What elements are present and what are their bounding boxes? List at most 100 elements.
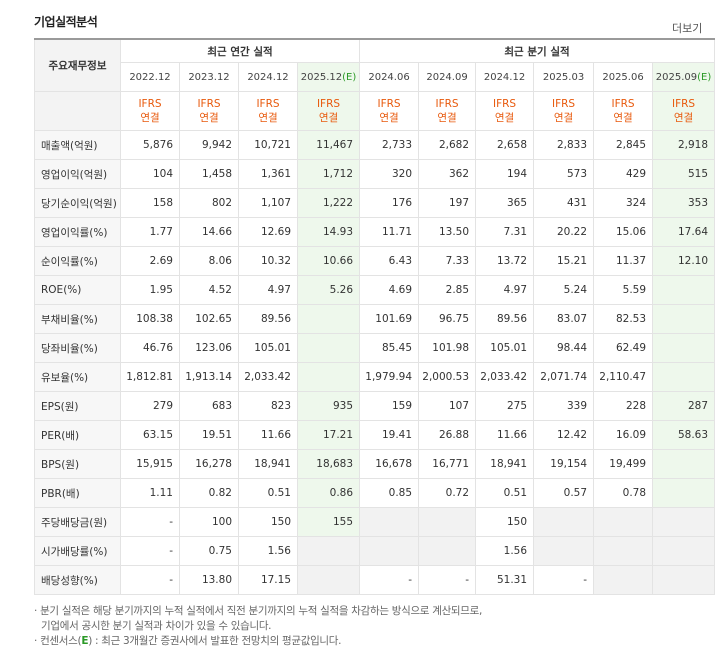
table-cell xyxy=(593,507,654,537)
table-cell: - xyxy=(120,536,180,566)
row-label: PER(배) xyxy=(34,420,121,450)
table-cell: 15.06 xyxy=(593,217,654,247)
table-cell: 362 xyxy=(418,159,477,189)
table-cell: 105.01 xyxy=(475,333,535,363)
table-cell: 18,683 xyxy=(296,449,361,479)
table-cell xyxy=(652,333,716,363)
table-cell: 104 xyxy=(120,159,180,189)
table-cell: 2,071.74 xyxy=(533,362,595,392)
period-label: 2025.06 xyxy=(602,71,644,83)
table-cell: 1,361 xyxy=(238,159,298,189)
table-cell: 10.32 xyxy=(238,246,298,276)
table-row: BPS(원) 15,915 16,278 18,941 18,683 16,678 16,7… xyxy=(34,449,716,479)
table-cell: 197 xyxy=(418,188,477,218)
table-cell: 96.75 xyxy=(418,304,477,334)
table-cell: 158 xyxy=(120,188,180,218)
ifrs-label: IFRS 연결 xyxy=(179,91,239,131)
table-cell: 20.22 xyxy=(533,217,595,247)
table-cell: 8.06 xyxy=(179,246,239,276)
table-cell: 0.51 xyxy=(475,478,535,508)
table-cell: 17.21 xyxy=(296,420,361,450)
table-cell: 2,918 xyxy=(652,130,716,160)
row-label: 영업이익률(%) xyxy=(34,217,121,247)
table-cell: 1.56 xyxy=(238,536,298,566)
table-cell: 1,458 xyxy=(179,159,239,189)
table-row: 순이익률(%) 2.69 8.06 10.32 10.66 6.43 7.33 13.72 15… xyxy=(34,246,716,276)
period-header: 2025.06 xyxy=(593,62,654,92)
table-cell: 15.21 xyxy=(533,246,595,276)
table-cell: 63.15 xyxy=(120,420,180,450)
row-label: PBR(배) xyxy=(34,478,121,508)
table-cell: 17.15 xyxy=(238,565,298,595)
table-cell: 4.52 xyxy=(179,275,239,305)
period-label: 2024.12 xyxy=(247,71,289,83)
table-row: PER(배) 63.15 19.51 11.66 17.21 19.41 26.88 11.6… xyxy=(34,420,716,450)
table-cell: 10,721 xyxy=(238,130,298,160)
table-cell: 4.97 xyxy=(475,275,535,305)
table-cell: 62.49 xyxy=(593,333,654,363)
table-row: PBR(배) 1.11 0.82 0.51 0.86 0.85 0.72 0.51 0.57 0.… xyxy=(34,478,716,508)
table-cell xyxy=(593,536,654,566)
table-cell: 14.93 xyxy=(296,217,361,247)
note-consensus-suffix: ) : 최근 3개월간 증권사에서 발표한 전망치의 평균값입니다. xyxy=(88,635,342,647)
row-label: ROE(%) xyxy=(34,275,121,305)
ifrs-label: IFRS 연결 xyxy=(593,91,654,131)
table-cell: 19,154 xyxy=(533,449,595,479)
period-header: 2025.09(E) xyxy=(652,62,716,92)
ifrs-label: IFRS 연결 xyxy=(652,91,716,131)
table-cell: 1.11 xyxy=(120,478,180,508)
table-cell: 2,658 xyxy=(475,130,535,160)
table-cell: 89.56 xyxy=(475,304,535,334)
table-cell xyxy=(296,536,361,566)
period-label: 2024.06 xyxy=(368,71,410,83)
table-cell: 5,876 xyxy=(120,130,180,160)
table-cell: 2,000.53 xyxy=(418,362,477,392)
table-cell: - xyxy=(120,565,180,595)
table-cell: 9,942 xyxy=(179,130,239,160)
table-cell: 105.01 xyxy=(238,333,298,363)
table-cell: 2,845 xyxy=(593,130,654,160)
table-row: 영업이익률(%) 1.77 14.66 12.69 14.93 11.71 13.50 7.3… xyxy=(34,217,716,247)
ifrs-label: IFRS 연결 xyxy=(475,91,535,131)
table-cell: 12.10 xyxy=(652,246,716,276)
table-cell: 101.69 xyxy=(359,304,420,334)
table-cell xyxy=(533,507,595,537)
table-cell: 11.66 xyxy=(238,420,298,450)
table-cell: 26.88 xyxy=(418,420,477,450)
row-label: 영업이익(억원) xyxy=(34,159,121,189)
table-cell: 2.85 xyxy=(418,275,477,305)
table-cell: 58.63 xyxy=(652,420,716,450)
table-cell: 1,913.14 xyxy=(179,362,239,392)
row-label: EPS(원) xyxy=(34,391,121,421)
note-quarterly-cont: 기업에서 공시한 분기 실적과 차이가 있을 수 있습니다. xyxy=(41,620,272,632)
footnotes: · 분기 실적은 해당 분기까지의 누적 실적에서 직전 분기까지의 누적 실적… xyxy=(34,604,482,649)
table-row: 당좌비율(%) 46.76 123.06 105.01 85.45 101.98 105.0… xyxy=(34,333,716,363)
ifrs-label: IFRS 연결 xyxy=(238,91,298,131)
table-cell: 4.69 xyxy=(359,275,420,305)
table-cell: 515 xyxy=(652,159,716,189)
table-cell xyxy=(296,565,361,595)
period-header: 2023.12 xyxy=(179,62,239,92)
table-cell: - xyxy=(418,565,477,595)
table-cell: 123.06 xyxy=(179,333,239,363)
table-cell: 89.56 xyxy=(238,304,298,334)
row-header: 주요재무정보 xyxy=(34,38,121,92)
table-cell: 339 xyxy=(533,391,595,421)
table-row: 부채비율(%) 108.38 102.65 89.56 101.69 96.75 89.56… xyxy=(34,304,716,334)
table-cell: - xyxy=(533,565,595,595)
more-link[interactable]: 더보기 xyxy=(672,22,703,35)
table-cell: 82.53 xyxy=(593,304,654,334)
ifrs-label: IFRS 연결 xyxy=(120,91,180,131)
ifrs-label: IFRS 연결 xyxy=(533,91,595,131)
table-row: ROE(%) 1.95 4.52 4.97 5.26 4.69 2.85 4.97 5.24 5.… xyxy=(34,275,716,305)
note-consensus: · 컨센서스(E) : 최근 3개월간 증권사에서 발표한 전망치의 평균값입니… xyxy=(34,634,482,649)
table-cell: 0.82 xyxy=(179,478,239,508)
table-cell: 935 xyxy=(296,391,361,421)
table-cell: 194 xyxy=(475,159,535,189)
table-cell: 11.71 xyxy=(359,217,420,247)
table-cell: 0.72 xyxy=(418,478,477,508)
table-cell: 19.41 xyxy=(359,420,420,450)
table-cell xyxy=(652,478,716,508)
table-cell: 573 xyxy=(533,159,595,189)
table-cell: 683 xyxy=(179,391,239,421)
